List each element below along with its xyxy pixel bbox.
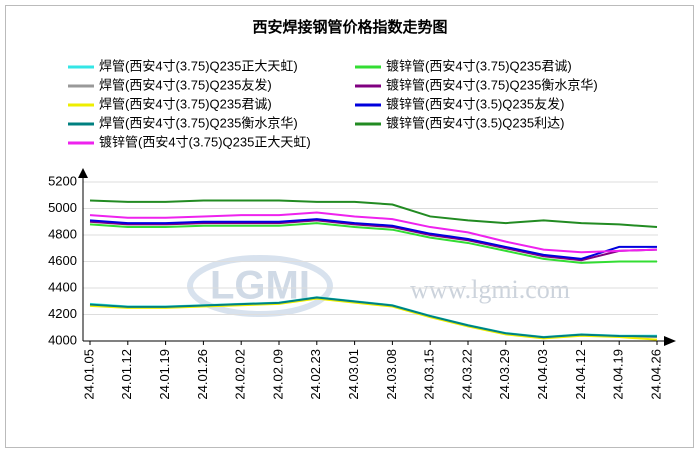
y-tick-label: 4800: [48, 226, 77, 241]
legend-label: 镀锌管(西安4寸(3.75)Q235衡水京华): [386, 77, 598, 92]
y-tick-label: 4600: [48, 253, 77, 268]
legend-label: 焊管(西安4寸(3.75)Q235衡水京华): [99, 115, 298, 130]
series-line: [89, 211, 658, 254]
x-tick-label: 24.02.02: [233, 349, 248, 400]
x-tick-label: 24.04.12: [573, 349, 588, 400]
y-tick-label: 4000: [48, 332, 77, 347]
x-tick-label: 24.03.01: [346, 349, 361, 400]
legend-label: 镀锌管(西安4寸(3.5)Q235友发): [386, 96, 564, 111]
x-tick-label: 24.01.26: [195, 349, 210, 400]
legend-label: 镀锌管(西安4寸(3.75)Q235正大天虹): [99, 134, 311, 149]
y-tick-label: 5000: [48, 200, 77, 215]
chart-title: 西安焊接钢管价格指数走势图: [252, 18, 447, 36]
x-tick-label: 24.03.15: [422, 349, 437, 400]
legend-label: 焊管(西安4寸(3.75)Q235君诚): [99, 96, 272, 111]
series-line: [89, 297, 658, 341]
y-tick-label: 5200: [48, 173, 77, 188]
x-axis-arrow: [664, 336, 676, 346]
x-tick-label: 24.02.23: [308, 349, 323, 400]
x-tick-label: 24.03.08: [384, 349, 399, 400]
y-axis-arrow: [78, 168, 88, 178]
series-line: [89, 296, 658, 339]
series-line: [89, 222, 657, 264]
legend-label: 焊管(西安4寸(3.75)Q235友发): [99, 77, 272, 92]
series-line: [89, 219, 658, 262]
x-tick-label: 24.04.19: [611, 349, 626, 400]
x-tick-label: 24.02.09: [270, 349, 285, 400]
series-line: [89, 199, 658, 229]
legend-label: 镀锌管(西安4寸(3.5)Q235利达): [386, 115, 564, 130]
x-tick-label: 24.01.12: [119, 349, 134, 400]
y-tick-label: 4200: [48, 306, 77, 321]
x-tick-label: 24.01.19: [157, 349, 172, 400]
legend-label: 镀锌管(西安4寸(3.75)Q235君诚): [386, 58, 572, 73]
y-tick-label: 4400: [48, 279, 77, 294]
x-tick-label: 24.04.26: [648, 349, 663, 400]
x-tick-label: 24.04.03: [535, 349, 550, 400]
watermark: www.lgmi.com: [410, 275, 570, 304]
x-tick-label: 24.03.22: [459, 349, 474, 400]
x-tick-label: 24.03.29: [497, 349, 512, 400]
legend-label: 焊管(西安4寸(3.75)Q235正大天虹): [99, 58, 298, 73]
x-tick-label: 24.01.05: [81, 349, 96, 400]
series-line: [89, 218, 657, 260]
